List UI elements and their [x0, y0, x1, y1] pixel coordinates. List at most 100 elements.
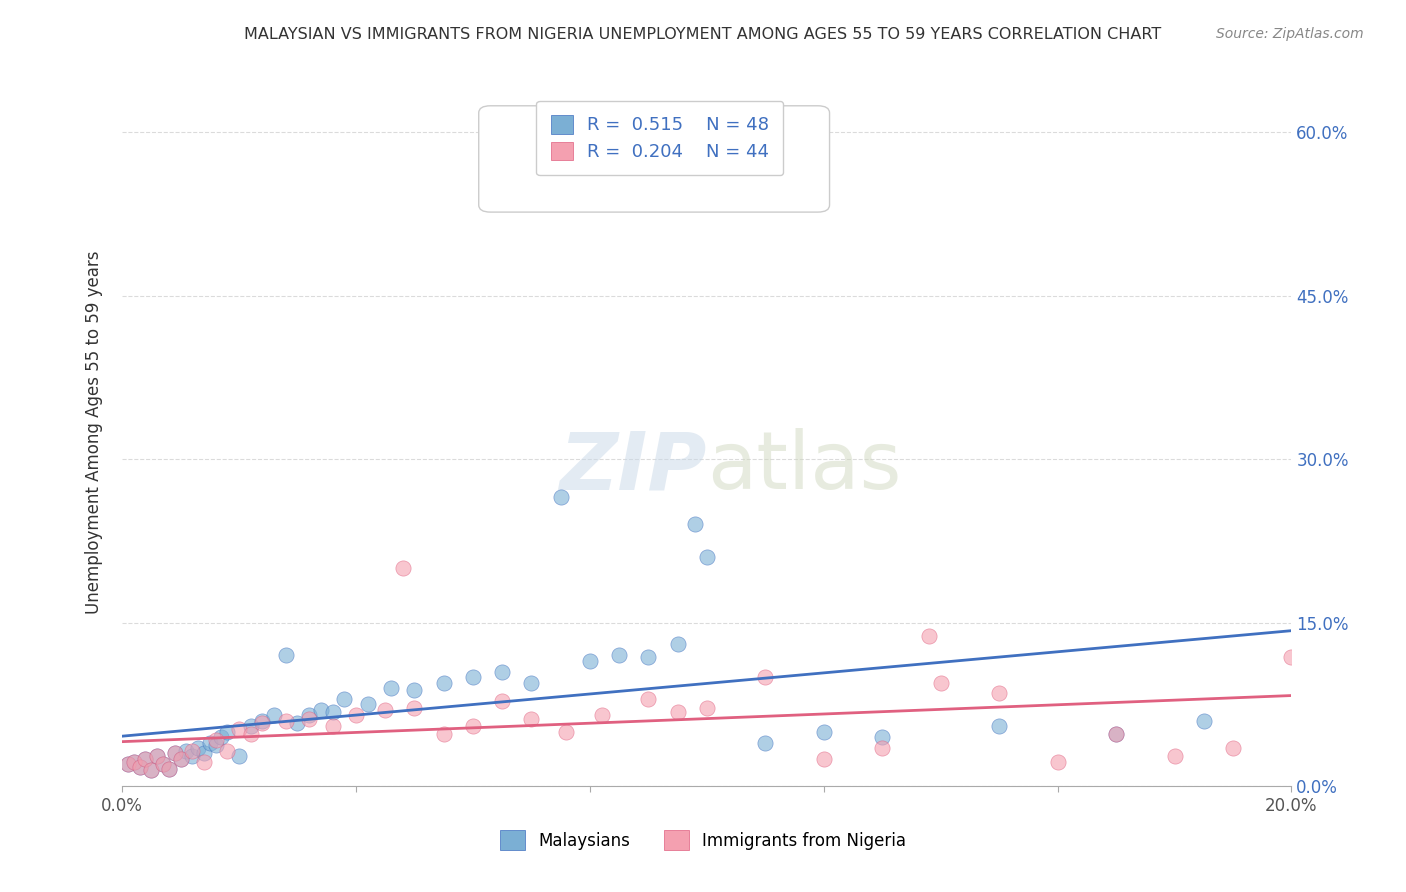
- Point: [298, 712, 321, 726]
- Point: [578, 654, 600, 668]
- Point: [754, 735, 776, 749]
- Point: [344, 708, 367, 723]
- Point: [298, 708, 321, 723]
- Point: [870, 730, 893, 744]
- Point: [204, 733, 226, 747]
- Point: [117, 757, 139, 772]
- Point: [217, 744, 239, 758]
- Point: [157, 762, 180, 776]
- Legend: Malaysians, Immigrants from Nigeria: Malaysians, Immigrants from Nigeria: [494, 823, 912, 857]
- Text: MALAYSIAN VS IMMIGRANTS FROM NIGERIA UNEMPLOYMENT AMONG AGES 55 TO 59 YEARS CORR: MALAYSIAN VS IMMIGRANTS FROM NIGERIA UNE…: [245, 27, 1161, 42]
- Point: [550, 490, 572, 504]
- Point: [146, 748, 169, 763]
- Point: [666, 705, 689, 719]
- FancyBboxPatch shape: [478, 106, 830, 212]
- Point: [637, 650, 659, 665]
- Point: [1046, 755, 1069, 769]
- Point: [696, 700, 718, 714]
- Point: [228, 723, 250, 737]
- Point: [404, 700, 426, 714]
- Point: [374, 703, 396, 717]
- Point: [181, 748, 204, 763]
- Point: [122, 755, 145, 769]
- Point: [169, 752, 191, 766]
- Point: [198, 735, 221, 749]
- Point: [555, 724, 578, 739]
- Y-axis label: Unemployment Among Ages 55 to 59 years: Unemployment Among Ages 55 to 59 years: [86, 250, 103, 614]
- Point: [591, 708, 613, 723]
- Point: [322, 705, 344, 719]
- Point: [696, 550, 718, 565]
- Point: [134, 752, 156, 766]
- Text: atlas: atlas: [707, 428, 901, 507]
- Point: [187, 741, 209, 756]
- Point: [152, 757, 174, 772]
- Point: [169, 752, 191, 766]
- Point: [988, 719, 1011, 733]
- Point: [520, 675, 543, 690]
- Point: [813, 724, 835, 739]
- Text: Source: ZipAtlas.com: Source: ZipAtlas.com: [1216, 27, 1364, 41]
- Point: [380, 681, 402, 695]
- Point: [391, 561, 413, 575]
- Point: [309, 703, 332, 717]
- Point: [128, 759, 150, 773]
- Point: [754, 670, 776, 684]
- Point: [274, 714, 297, 728]
- Point: [252, 715, 274, 730]
- Point: [217, 724, 239, 739]
- Point: [228, 748, 250, 763]
- Point: [163, 747, 186, 761]
- Point: [491, 665, 513, 679]
- Point: [122, 755, 145, 769]
- Point: [193, 755, 215, 769]
- Point: [146, 748, 169, 763]
- Point: [356, 698, 378, 712]
- Point: [433, 727, 456, 741]
- Point: [163, 747, 186, 761]
- Point: [918, 629, 941, 643]
- Point: [683, 517, 706, 532]
- Point: [128, 759, 150, 773]
- Point: [176, 744, 198, 758]
- Point: [274, 648, 297, 663]
- Point: [637, 692, 659, 706]
- Point: [1163, 748, 1185, 763]
- Point: [433, 675, 456, 690]
- Point: [141, 763, 163, 777]
- Point: [117, 757, 139, 772]
- Point: [870, 741, 893, 756]
- Point: [141, 763, 163, 777]
- Point: [157, 762, 180, 776]
- Point: [461, 670, 484, 684]
- Point: [287, 715, 309, 730]
- Point: [193, 747, 215, 761]
- Point: [461, 719, 484, 733]
- Point: [204, 738, 226, 752]
- Point: [1222, 741, 1244, 756]
- Point: [252, 714, 274, 728]
- Text: ZIP: ZIP: [560, 428, 707, 507]
- Point: [239, 727, 262, 741]
- Point: [404, 683, 426, 698]
- Point: [1105, 727, 1128, 741]
- Point: [152, 757, 174, 772]
- Point: [211, 730, 233, 744]
- Point: [520, 712, 543, 726]
- Point: [322, 719, 344, 733]
- Legend: R =  0.515    N = 48, R =  0.204    N = 44: R = 0.515 N = 48, R = 0.204 N = 44: [537, 101, 783, 176]
- Point: [607, 648, 630, 663]
- Point: [666, 637, 689, 651]
- Point: [1281, 650, 1303, 665]
- Point: [988, 686, 1011, 700]
- Point: [813, 752, 835, 766]
- Point: [1105, 727, 1128, 741]
- Point: [929, 675, 952, 690]
- Point: [181, 744, 204, 758]
- Point: [263, 708, 285, 723]
- Point: [134, 752, 156, 766]
- Point: [491, 694, 513, 708]
- Point: [239, 719, 262, 733]
- Point: [333, 692, 356, 706]
- Point: [1192, 714, 1215, 728]
